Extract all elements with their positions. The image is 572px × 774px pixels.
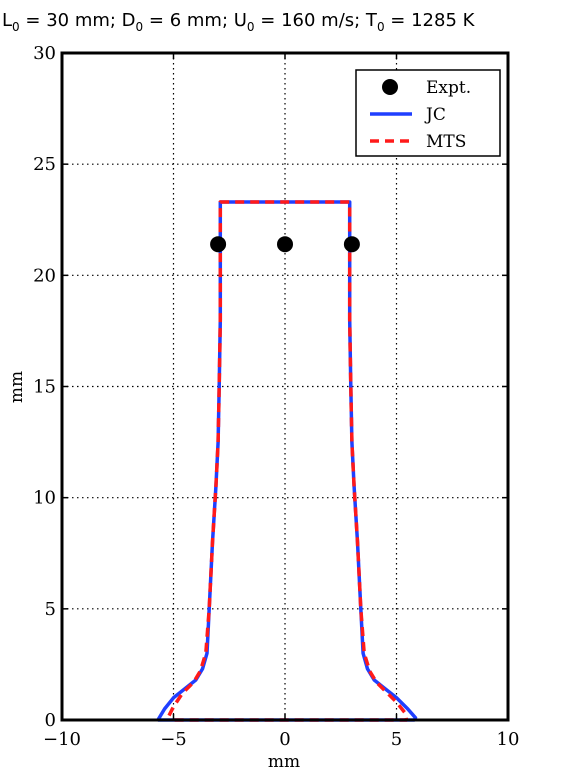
plot-series (156, 200, 418, 722)
expt-marker (277, 236, 293, 253)
x-tick-label: −10 (43, 729, 81, 750)
legend: Expt. JC MTS (355, 69, 501, 157)
chart-title: L0 = 30 mm; D0 = 6 mm; U0 = 160 m/s; T0 … (2, 10, 476, 34)
series-line-jc (156, 200, 418, 722)
legend-label: Expt. (426, 78, 471, 98)
x-tick-label: −5 (160, 729, 187, 750)
y-tick-label: 30 (33, 43, 56, 64)
x-axis-label: mm (268, 752, 300, 772)
y-tick-label: 10 (33, 488, 56, 509)
legend-marker (382, 79, 398, 95)
y-tick-label: 25 (33, 154, 56, 175)
grid-lines (62, 53, 508, 720)
x-tick-label: 5 (391, 729, 402, 750)
y-tick-label: 0 (45, 710, 56, 731)
y-tick-label: 20 (33, 265, 56, 286)
y-tick-label: 15 (33, 377, 56, 398)
expt-marker (210, 236, 227, 253)
legend-label: MTS (426, 132, 466, 152)
y-axis-label: mm (7, 371, 27, 403)
x-tick-label: 0 (279, 729, 290, 750)
series-line-mts (167, 200, 409, 722)
axis-ticks: −10 −5 0 5 10 0 5 10 15 20 25 30 (33, 43, 519, 750)
legend-label: JC (424, 105, 446, 125)
expt-marker (343, 236, 360, 253)
y-tick-label: 5 (45, 599, 56, 620)
legend-box (355, 69, 501, 157)
x-tick-label: 10 (497, 729, 520, 750)
